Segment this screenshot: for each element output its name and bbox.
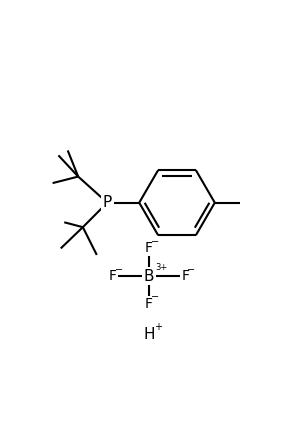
Text: F: F	[145, 297, 153, 311]
Text: −: −	[151, 293, 159, 302]
Text: H: H	[143, 327, 155, 343]
Text: F: F	[181, 269, 189, 283]
Text: −: −	[187, 265, 195, 275]
Text: P: P	[103, 195, 112, 210]
Text: 3+: 3+	[155, 262, 167, 271]
Text: +: +	[154, 322, 162, 332]
Text: −: −	[115, 265, 123, 275]
Text: F: F	[109, 269, 117, 283]
Text: F: F	[145, 241, 153, 255]
Text: B: B	[144, 269, 154, 284]
Text: −: −	[151, 237, 159, 247]
